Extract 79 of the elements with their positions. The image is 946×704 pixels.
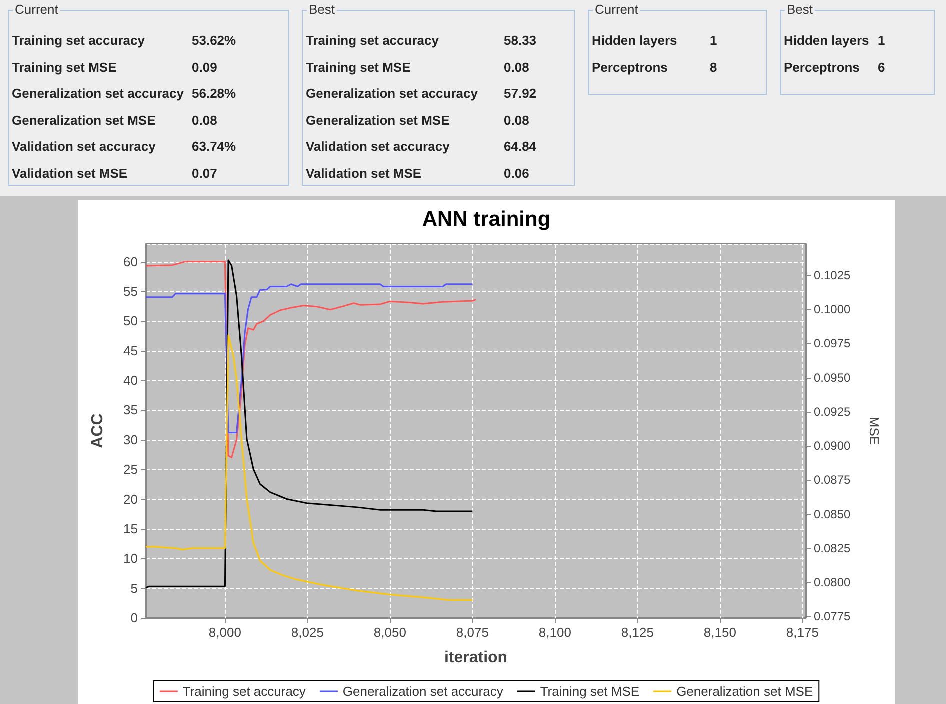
text: 58.33 [504, 33, 537, 48]
y2-tick-label: 0.0775 [814, 610, 852, 624]
y-tick-label: 35 [124, 402, 138, 418]
text: Perceptrons [784, 60, 860, 74]
text: 57.92 [504, 86, 537, 101]
y2-tick-label: 0.0900 [814, 439, 852, 454]
y2-tick-label: 0.0850 [814, 507, 852, 522]
text: 56.28% [192, 86, 236, 101]
y2-tick-label: 0.0825 [814, 541, 852, 556]
y-axis-title: ACC [90, 413, 106, 448]
text: Training set accuracy [306, 33, 439, 48]
text: Current [13, 2, 60, 17]
text: Generalization set MSE [306, 112, 450, 128]
y2-axis-title: MSE [867, 416, 882, 446]
x-tick-label: 8,050 [374, 625, 406, 640]
text: Current [593, 2, 640, 17]
legend-label: Training set accuracy [182, 684, 306, 699]
y-tick-label: 20 [124, 492, 138, 507]
x-axis-title: iteration [444, 650, 508, 666]
text: Hidden layers [592, 33, 678, 48]
text: Generalization set MSE [12, 112, 156, 128]
text: Hidden layers [784, 33, 870, 48]
text: 53.62% [192, 33, 236, 48]
y2-tick-label: 0.1000 [814, 302, 852, 317]
text: 6 [878, 60, 886, 74]
x-tick-label: 8,025 [291, 625, 324, 640]
y2-tick-label: 0.0800 [814, 576, 852, 590]
line-series [145, 284, 474, 434]
line-series [145, 260, 474, 589]
text: 0.08 [504, 60, 530, 74]
text: Generalization set accuracy [306, 86, 478, 101]
text: Validation set MSE [306, 166, 422, 180]
text: 0.06 [504, 166, 530, 180]
x-tick-label: 8,000 [208, 625, 242, 640]
y-tick-label: 5 [130, 580, 138, 596]
y-tick-label: 25 [124, 462, 138, 478]
x-tick-label: 8,150 [704, 625, 736, 640]
y2-tick-label: 0.1025 [814, 268, 852, 282]
x-tick-label: 8,125 [621, 625, 654, 640]
y2-tick-label: 0.0925 [814, 404, 852, 419]
text: 64.84 [504, 139, 537, 154]
y-tick-label: 60 [124, 254, 138, 270]
text: Perceptrons [592, 60, 668, 74]
y-tick-label: 0 [130, 610, 138, 626]
y-tick-label: 10 [124, 551, 138, 566]
y-tick-label: 55 [124, 284, 138, 299]
legend-label: Training set MSE [540, 684, 640, 699]
text: Best [785, 2, 816, 17]
text: 8 [710, 60, 718, 74]
y-tick-label: 40 [124, 373, 138, 388]
text: Validation set MSE [12, 166, 128, 180]
text: Best [307, 2, 338, 17]
text: Training set accuracy [12, 33, 145, 48]
text: 1 [878, 33, 886, 48]
x-tick-label: 8,100 [538, 625, 572, 640]
text: 0.07 [192, 166, 218, 180]
y2-tick-label: 0.0875 [814, 473, 852, 488]
text: 0.08 [192, 112, 218, 128]
x-tick-label: 8,075 [456, 625, 489, 640]
chart-title: ANN training [422, 208, 551, 231]
text: 63.74% [192, 139, 236, 154]
text: Validation set accuracy [306, 139, 450, 154]
legend-label: Generalization set accuracy [342, 684, 504, 699]
y2-tick-label: 0.0975 [814, 336, 852, 351]
x-tick-label: 8,175 [786, 625, 819, 640]
y2-tick-label: 0.0950 [814, 370, 852, 385]
text: 0.09 [192, 60, 218, 74]
text: Training set MSE [12, 60, 117, 74]
y-tick-label: 30 [124, 432, 138, 448]
y-tick-label: 15 [124, 521, 138, 536]
text: 1 [710, 33, 718, 48]
text: Training set MSE [306, 60, 411, 74]
text: Generalization set accuracy [12, 86, 184, 101]
text: Validation set accuracy [12, 139, 156, 154]
line-series [145, 334, 474, 602]
text: 0.08 [504, 112, 530, 128]
y-tick-label: 50 [124, 314, 138, 329]
y-tick-label: 45 [124, 343, 138, 358]
legend-label: Generalization set MSE [676, 684, 814, 699]
